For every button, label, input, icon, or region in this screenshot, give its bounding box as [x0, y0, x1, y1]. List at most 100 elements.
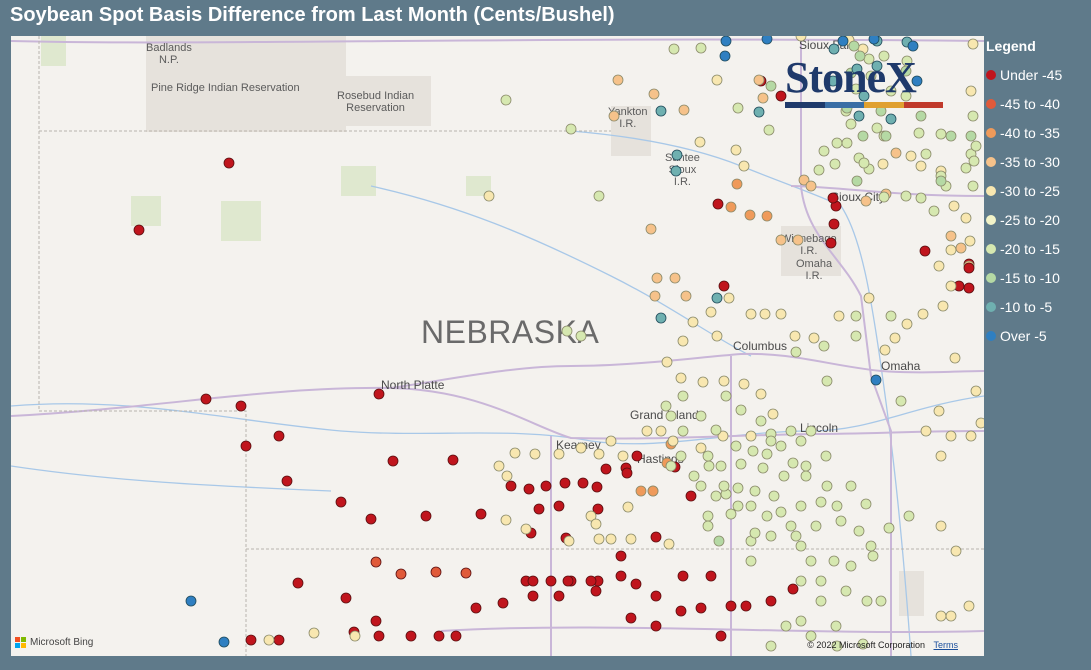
basis-marker[interactable] [780, 620, 792, 632]
basis-marker[interactable] [920, 425, 932, 437]
basis-marker[interactable] [717, 430, 729, 442]
basis-marker[interactable] [745, 430, 757, 442]
basis-marker[interactable] [245, 634, 257, 646]
basis-marker[interactable] [645, 223, 657, 235]
basis-marker[interactable] [765, 640, 777, 652]
basis-marker[interactable] [828, 555, 840, 567]
basis-marker[interactable] [650, 620, 662, 632]
basis-marker[interactable] [725, 600, 737, 612]
basis-marker[interactable] [501, 470, 513, 482]
basis-marker[interactable] [848, 40, 860, 52]
basis-marker[interactable] [937, 300, 949, 312]
basis-marker[interactable] [667, 435, 679, 447]
basis-marker[interactable] [218, 636, 230, 648]
basis-marker[interactable] [879, 344, 891, 356]
basis-marker[interactable] [805, 555, 817, 567]
basis-marker[interactable] [647, 485, 659, 497]
basis-marker[interactable] [500, 514, 512, 526]
basis-marker[interactable] [593, 448, 605, 460]
basis-marker[interactable] [860, 498, 872, 510]
basis-marker[interactable] [759, 308, 771, 320]
basis-marker[interactable] [655, 312, 667, 324]
basis-marker[interactable] [765, 595, 777, 607]
basis-marker[interactable] [885, 113, 897, 125]
basis-marker[interactable] [308, 627, 320, 639]
basis-marker[interactable] [725, 508, 737, 520]
basis-marker[interactable] [790, 530, 802, 542]
basis-marker[interactable] [868, 36, 880, 45]
basis-marker[interactable] [675, 605, 687, 617]
basis-marker[interactable] [678, 104, 690, 116]
basis-marker[interactable] [732, 102, 744, 114]
basis-marker[interactable] [553, 590, 565, 602]
basis-marker[interactable] [970, 385, 982, 397]
basis-marker[interactable] [935, 520, 947, 532]
basis-marker[interactable] [810, 520, 822, 532]
basis-marker[interactable] [895, 395, 907, 407]
basis-marker[interactable] [744, 209, 756, 221]
basis-marker[interactable] [907, 40, 919, 52]
basis-marker[interactable] [200, 393, 212, 405]
basis-marker[interactable] [795, 615, 807, 627]
basis-marker[interactable] [917, 308, 929, 320]
basis-marker[interactable] [845, 560, 857, 572]
basis-marker[interactable] [711, 74, 723, 86]
basis-marker[interactable] [920, 148, 932, 160]
basis-marker[interactable] [420, 510, 432, 522]
basis-marker[interactable] [964, 235, 976, 247]
basis-marker[interactable] [903, 510, 915, 522]
basis-marker[interactable] [470, 602, 482, 614]
basis-marker[interactable] [831, 137, 843, 149]
basis-marker[interactable] [815, 575, 827, 587]
basis-marker[interactable] [703, 460, 715, 472]
basis-marker[interactable] [861, 595, 873, 607]
basis-marker[interactable] [520, 523, 532, 535]
map-canvas[interactable]: Badlands N.P. Pine Ridge Indian Reservati… [11, 36, 984, 656]
basis-marker[interactable] [740, 600, 752, 612]
basis-marker[interactable] [527, 575, 539, 587]
basis-marker[interactable] [765, 80, 777, 92]
basis-marker[interactable] [663, 538, 675, 550]
basis-marker[interactable] [885, 85, 897, 97]
basis-marker[interactable] [948, 200, 960, 212]
basis-marker[interactable] [695, 480, 707, 492]
legend-item[interactable]: -20 to -15 [986, 234, 1086, 263]
basis-marker[interactable] [600, 463, 612, 475]
basis-marker[interactable] [800, 460, 812, 472]
basis-marker[interactable] [877, 158, 889, 170]
basis-marker[interactable] [720, 390, 732, 402]
basis-marker[interactable] [675, 450, 687, 462]
basis-marker[interactable] [697, 376, 709, 388]
basis-marker[interactable] [713, 535, 725, 547]
basis-marker[interactable] [841, 137, 853, 149]
basis-marker[interactable] [767, 408, 779, 420]
basis-marker[interactable] [715, 630, 727, 642]
basis-marker[interactable] [911, 75, 923, 87]
basis-marker[interactable] [718, 280, 730, 292]
basis-marker[interactable] [945, 280, 957, 292]
basis-marker[interactable] [840, 585, 852, 597]
basis-marker[interactable] [785, 520, 797, 532]
basis-marker[interactable] [649, 290, 661, 302]
basis-marker[interactable] [562, 575, 574, 587]
basis-marker[interactable] [133, 224, 145, 236]
basis-marker[interactable] [622, 501, 634, 513]
basis-marker[interactable] [755, 388, 767, 400]
basis-marker[interactable] [561, 325, 573, 337]
basis-marker[interactable] [808, 332, 820, 344]
basis-marker[interactable] [433, 630, 445, 642]
basis-marker[interactable] [963, 600, 975, 612]
basis-marker[interactable] [625, 612, 637, 624]
basis-marker[interactable] [695, 602, 707, 614]
basis-marker[interactable] [775, 90, 787, 102]
basis-marker[interactable] [850, 330, 862, 342]
basis-marker[interactable] [915, 192, 927, 204]
basis-marker[interactable] [821, 480, 833, 492]
basis-marker[interactable] [745, 500, 757, 512]
basis-marker[interactable] [695, 442, 707, 454]
basis-marker[interactable] [815, 496, 827, 508]
basis-marker[interactable] [787, 583, 799, 595]
basis-marker[interactable] [670, 165, 682, 177]
basis-marker[interactable] [950, 545, 962, 557]
basis-marker[interactable] [373, 388, 385, 400]
